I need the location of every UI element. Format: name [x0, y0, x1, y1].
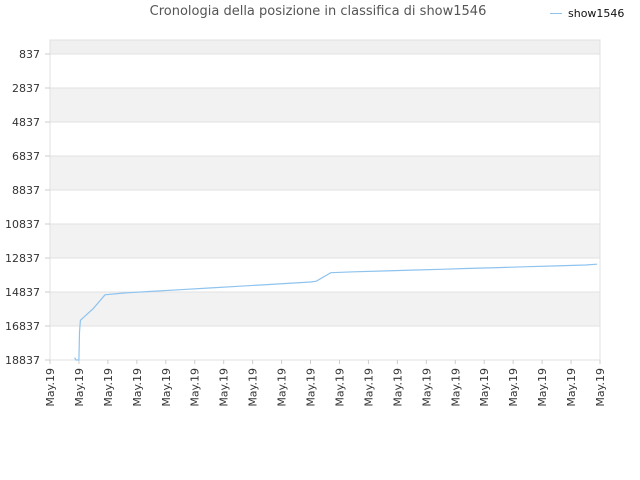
plot-band	[50, 292, 600, 326]
series-line	[74, 263, 598, 361]
x-tick-label: May.19	[362, 368, 375, 407]
legend[interactable]: show1546	[550, 7, 624, 20]
x-tick-label: May.19	[102, 368, 115, 407]
plot-band	[50, 224, 600, 258]
chart-title: Cronologia della posizione in classifica…	[149, 4, 487, 19]
x-tick-label: May.19	[305, 368, 318, 407]
x-tick-label: May.19	[276, 368, 289, 407]
x-tick-label: May.19	[160, 368, 173, 407]
y-tick-label: 18837	[5, 354, 40, 367]
x-tick-label: May.19	[73, 368, 86, 407]
x-tick-label: May.19	[507, 368, 520, 407]
plot-band	[50, 156, 600, 190]
x-tick-label: May.19	[420, 368, 433, 407]
y-tick-label: 16837	[5, 320, 40, 333]
plot-band	[50, 122, 600, 156]
plot-band	[50, 326, 600, 360]
x-tick-label: May.19	[44, 368, 57, 407]
y-tick-label: 2837	[12, 82, 40, 95]
x-tick-label: May.19	[189, 368, 202, 407]
x-tick-label: May.19	[565, 368, 578, 407]
legend-swatch	[550, 13, 562, 14]
x-tick-label: May.19	[247, 368, 260, 407]
legend-label: show1546	[568, 7, 625, 20]
y-tick-label: 6837	[12, 150, 40, 163]
x-tick-label: May.19	[333, 368, 346, 407]
y-tick-label: 10837	[5, 218, 40, 231]
plot-band	[50, 88, 600, 122]
y-tick-label: 837	[19, 48, 40, 61]
plot-top-band	[50, 40, 600, 54]
plot-band	[50, 190, 600, 224]
x-tick-label: May.19	[478, 368, 491, 407]
y-tick-label: 8837	[12, 184, 40, 197]
x-tick-label: May.19	[391, 368, 404, 407]
y-tick-label: 12837	[5, 252, 40, 265]
plot-band	[50, 258, 600, 292]
x-tick-label: May.19	[218, 368, 231, 407]
plot-border	[49, 39, 601, 361]
x-tick-label: May.19	[449, 368, 462, 407]
y-tick-label: 4837	[12, 116, 40, 129]
plot-band	[50, 54, 600, 88]
x-tick-label: May.19	[536, 368, 549, 407]
x-tick-label: May.19	[131, 368, 144, 407]
y-tick-label: 14837	[5, 286, 40, 299]
x-tick-label: May.19	[594, 368, 607, 407]
